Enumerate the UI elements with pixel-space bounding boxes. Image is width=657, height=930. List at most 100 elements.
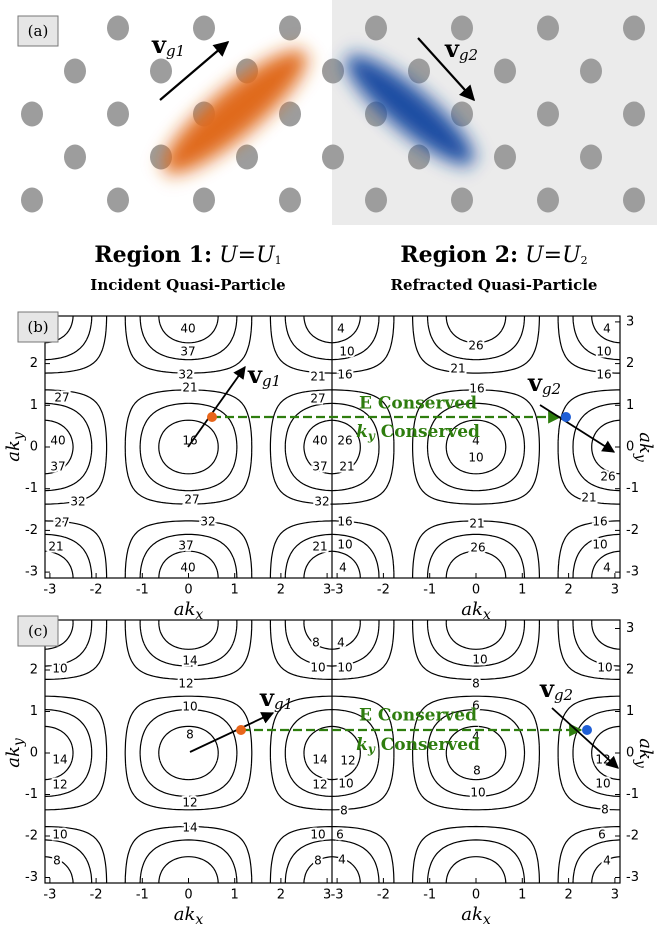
y-tick-label: 1 <box>626 704 634 719</box>
label-sub: y <box>11 737 27 747</box>
contour-label: 21 <box>339 460 354 474</box>
x-tick-label: -1 <box>423 583 436 598</box>
y-tick-label: -2 <box>626 829 639 844</box>
contour-label: 10 <box>596 345 611 359</box>
refracted-state <box>582 725 592 735</box>
ky: k <box>356 735 368 755</box>
region-title: Region 1: U=U1 <box>94 242 281 268</box>
lattice-site <box>365 188 387 213</box>
x-axis-label: akx <box>461 904 491 928</box>
y-tick-label: 3 <box>626 621 634 636</box>
lattice-site <box>537 16 559 41</box>
x-tick-label: 1 <box>518 888 526 903</box>
contour-label: 10 <box>52 662 67 676</box>
x-tick-label: 0 <box>184 888 192 903</box>
contour-label: 10 <box>182 700 197 714</box>
subscript: 2 <box>581 254 588 267</box>
contour-label: 12 <box>52 778 67 792</box>
panel-label: (a) <box>28 22 49 40</box>
velocity-arrow <box>188 367 245 447</box>
contour-label: 26 <box>468 339 483 353</box>
x-tick-label: -3 <box>43 583 56 598</box>
lattice-site <box>580 145 602 170</box>
x-tick-label: -2 <box>377 583 390 598</box>
contour-label: 10 <box>52 828 67 842</box>
contour-label: 10 <box>595 777 610 791</box>
ky-rest: Conserved <box>375 422 480 442</box>
contour-label: 10 <box>338 777 353 791</box>
contour-label: 40 <box>180 561 195 575</box>
lattice-site <box>408 59 430 84</box>
y-tick-label: -1 <box>626 481 639 496</box>
contour-label: 6 <box>336 828 344 842</box>
y-tick-label: -3 <box>626 565 639 580</box>
title: Region 1: <box>94 242 212 268</box>
symbol: v <box>527 368 543 397</box>
contour-label: 32 <box>314 495 329 509</box>
equation: U=U <box>219 243 276 268</box>
y-tick-label: -3 <box>25 870 38 885</box>
lattice-site <box>322 145 344 170</box>
contour-label: 10 <box>310 828 325 842</box>
y-axis-label: aky <box>3 737 27 768</box>
contour-label: 26 <box>600 470 615 484</box>
lattice-site <box>21 188 43 213</box>
contour-label: 10 <box>597 661 612 675</box>
label: ak <box>461 904 483 925</box>
contour-label: 8 <box>314 854 322 868</box>
incident-state <box>236 725 246 735</box>
label: ak <box>461 599 483 620</box>
lattice-site <box>64 59 86 84</box>
contour-label: 12 <box>178 677 193 691</box>
label: ak <box>3 746 24 768</box>
velocity-label: vg1 <box>259 683 293 714</box>
contour-label: 21 <box>48 540 63 554</box>
x-tick-label: 1 <box>231 583 239 598</box>
label-sub: x <box>195 912 203 928</box>
contour-label: 27 <box>310 392 325 406</box>
panel-label: (c) <box>28 622 48 640</box>
contour-label: 10 <box>468 451 483 465</box>
contour-label: 10 <box>339 345 354 359</box>
subscript: g2 <box>459 46 478 64</box>
contour-label: 4 <box>603 322 611 336</box>
label: ak <box>635 738 656 760</box>
lattice-site <box>107 188 129 213</box>
contour-label: 21 <box>469 517 484 531</box>
y-tick-label: 2 <box>626 663 634 678</box>
y-tick-label: -3 <box>626 870 639 885</box>
subscript: g2 <box>542 380 561 398</box>
lattice-site <box>21 102 43 127</box>
y-tick-label: 0 <box>626 746 634 761</box>
contour-label: 21 <box>182 381 197 395</box>
contour-label: 32 <box>200 515 215 529</box>
lattice-site <box>150 59 172 84</box>
contour-label: 27 <box>184 493 199 507</box>
ky-rest: Conserved <box>375 735 480 755</box>
x-tick-label: 2 <box>564 888 572 903</box>
contour-label: 10 <box>592 538 607 552</box>
x-tick-label: 3 <box>611 888 619 903</box>
x-tick-label: -3 <box>43 888 56 903</box>
contour-label: 27 <box>54 391 69 405</box>
refracted-state <box>561 412 571 422</box>
subscript: g2 <box>554 686 573 704</box>
subscript: g1 <box>274 695 293 713</box>
panel-a: vg1 vg2 (a) <box>18 0 657 225</box>
region-captions: Region 1: U=U1 Incident Quasi-Particle R… <box>90 242 597 294</box>
contour-label: 40 <box>180 322 195 336</box>
x-tick-label: 1 <box>518 583 526 598</box>
contour-label: 4 <box>339 561 347 575</box>
y-axis-label: aky <box>632 432 656 463</box>
figure: vg1 vg2 (a) Region 1: U=U1 Incident Quas… <box>0 0 657 930</box>
lattice-site <box>279 188 301 213</box>
x-tick-label: -1 <box>136 888 149 903</box>
y-tick-label: -1 <box>25 481 38 496</box>
label-sub: y <box>11 431 27 441</box>
label: ak <box>635 432 656 454</box>
x-tick-label: 0 <box>472 888 480 903</box>
contour-label: 40 <box>50 434 65 448</box>
lattice-site <box>107 16 129 41</box>
contour-label: 8 <box>473 764 481 778</box>
contour-label: 37 <box>50 460 65 474</box>
